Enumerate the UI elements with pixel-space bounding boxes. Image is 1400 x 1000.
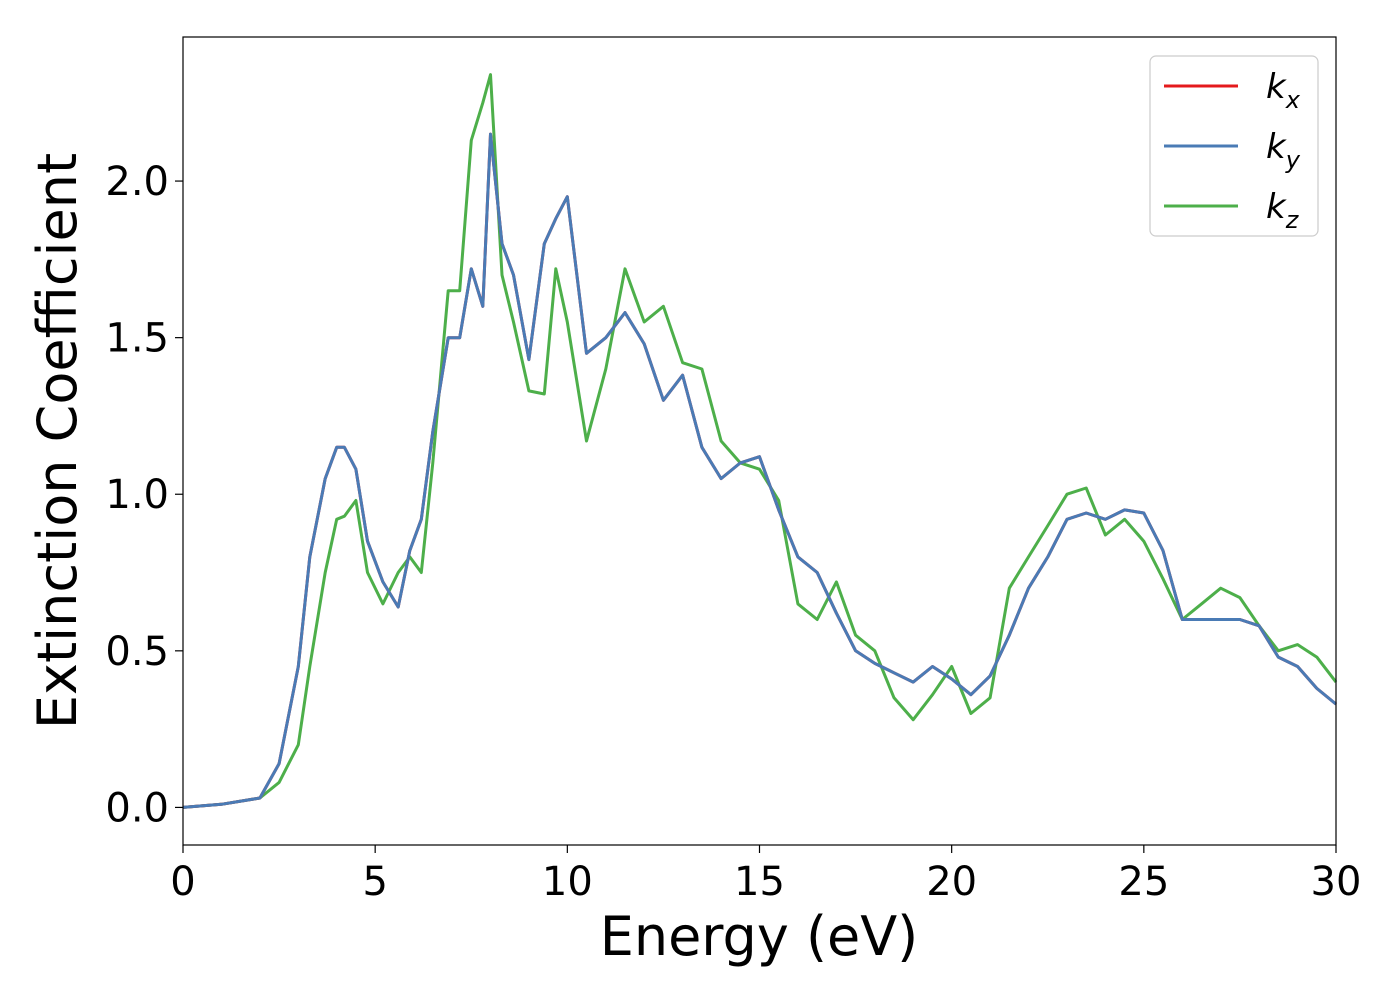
x-tick-label: 5 (362, 859, 387, 905)
y-tick-label: 0.0 (105, 785, 169, 831)
x-axis-title: Energy (eV) (600, 905, 919, 968)
y-tick-label: 1.0 (105, 472, 169, 518)
y-tick-label: 2.0 (105, 159, 169, 205)
legend-label-kz: kz (1266, 187, 1300, 234)
y-axis-title: Extinction Coefficient (26, 153, 89, 729)
x-tick-label: 30 (1311, 859, 1362, 905)
legend-label-ky: ky (1266, 127, 1301, 174)
plot-background (183, 37, 1336, 845)
ticks-layer: 0 5 10 15 20 25 30 0.0 0.5 1.0 1.5 2.0 (105, 159, 1361, 905)
x-tick-label: 25 (1118, 859, 1169, 905)
x-tick-label: 10 (542, 859, 593, 905)
legend: kx ky kz (1149, 55, 1319, 237)
x-tick-label: 0 (170, 859, 195, 905)
series-layer (182, 73, 1338, 809)
y-tick-label: 1.5 (105, 316, 169, 362)
y-tick-label: 0.5 (105, 629, 169, 675)
x-tick-label: 15 (734, 859, 785, 905)
series-line-ky (182, 132, 1337, 809)
series-line-kz (182, 73, 1338, 809)
x-tick-label: 20 (926, 859, 977, 905)
legend-label-kx: kx (1266, 67, 1301, 114)
